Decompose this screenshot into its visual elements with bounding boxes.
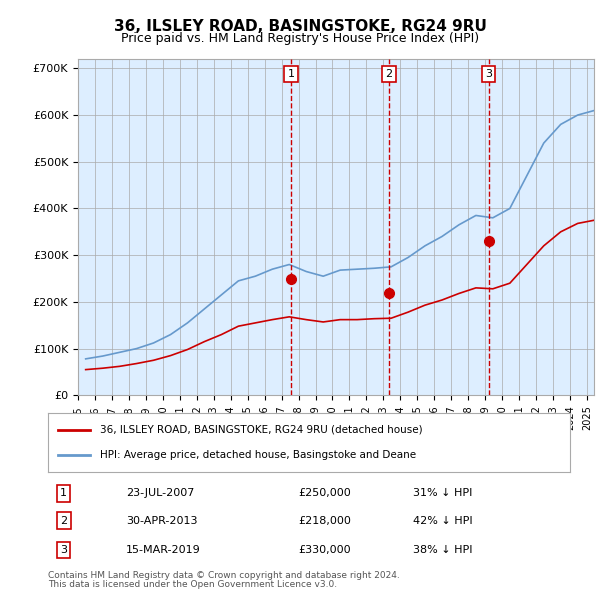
Text: 3: 3 bbox=[60, 545, 67, 555]
Text: 30-APR-2013: 30-APR-2013 bbox=[127, 516, 198, 526]
Text: 2: 2 bbox=[60, 516, 67, 526]
Text: 23-JUL-2007: 23-JUL-2007 bbox=[127, 489, 194, 498]
Text: 3: 3 bbox=[485, 69, 492, 79]
Text: 42% ↓ HPI: 42% ↓ HPI bbox=[413, 516, 473, 526]
Text: Contains HM Land Registry data © Crown copyright and database right 2024.: Contains HM Land Registry data © Crown c… bbox=[48, 571, 400, 580]
Text: Price paid vs. HM Land Registry's House Price Index (HPI): Price paid vs. HM Land Registry's House … bbox=[121, 32, 479, 45]
Text: 38% ↓ HPI: 38% ↓ HPI bbox=[413, 545, 473, 555]
Text: 1: 1 bbox=[60, 489, 67, 498]
Text: 1: 1 bbox=[287, 69, 295, 79]
Text: HPI: Average price, detached house, Basingstoke and Deane: HPI: Average price, detached house, Basi… bbox=[100, 451, 416, 460]
Text: This data is licensed under the Open Government Licence v3.0.: This data is licensed under the Open Gov… bbox=[48, 579, 337, 589]
Text: 31% ↓ HPI: 31% ↓ HPI bbox=[413, 489, 473, 498]
Text: 15-MAR-2019: 15-MAR-2019 bbox=[127, 545, 201, 555]
Text: 36, ILSLEY ROAD, BASINGSTOKE, RG24 9RU (detached house): 36, ILSLEY ROAD, BASINGSTOKE, RG24 9RU (… bbox=[100, 425, 423, 434]
Text: £330,000: £330,000 bbox=[299, 545, 351, 555]
Text: £250,000: £250,000 bbox=[299, 489, 352, 498]
Text: £218,000: £218,000 bbox=[299, 516, 352, 526]
Text: 2: 2 bbox=[385, 69, 392, 79]
Text: 36, ILSLEY ROAD, BASINGSTOKE, RG24 9RU: 36, ILSLEY ROAD, BASINGSTOKE, RG24 9RU bbox=[113, 19, 487, 34]
